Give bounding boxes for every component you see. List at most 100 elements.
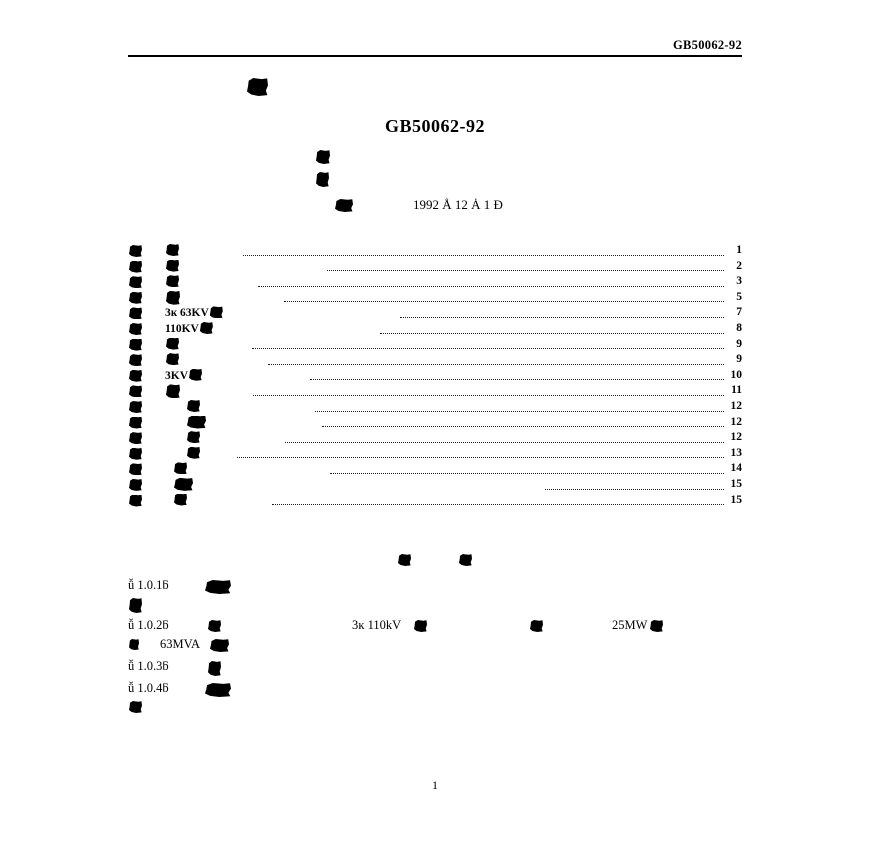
- toc-row: 12: [128, 399, 742, 415]
- dot-leader: [330, 472, 724, 474]
- garbled-glyph: [129, 291, 142, 304]
- toc-page-number: 9: [736, 337, 742, 350]
- article-label: ǚ 1.0.4ƃ: [128, 681, 169, 695]
- garbled-glyph: [129, 416, 142, 429]
- dot-leader: [285, 441, 724, 443]
- garbled-glyph: [205, 683, 231, 697]
- garbled-glyph: [174, 477, 193, 491]
- toc-row: 15: [128, 477, 742, 493]
- article-label: ǚ 1.0.2ƃ: [128, 618, 169, 632]
- toc-row: 110KV 8: [128, 321, 742, 337]
- dot-leader: [400, 316, 724, 318]
- garbled-glyph: [129, 463, 142, 476]
- article-label: ǚ 1.0.3ƃ: [128, 659, 169, 673]
- toc-row: 5: [128, 290, 742, 306]
- garbled-glyph: [129, 701, 142, 713]
- garbled-glyph: [166, 353, 179, 366]
- garbled-glyph: [199, 321, 213, 334]
- garbled-glyph: [459, 554, 472, 566]
- issue-date-text: 1992 Å 12 Ȧ 1 Ð: [413, 197, 503, 212]
- garbled-glyph: [187, 415, 206, 429]
- garbled-glyph: [187, 446, 200, 459]
- garbled-glyph: [208, 620, 221, 632]
- garbled-glyph: [129, 245, 142, 257]
- garbled-glyph: [187, 399, 200, 412]
- toc-page-number: 15: [730, 477, 743, 490]
- toc-row: 15: [128, 493, 742, 509]
- toc-page-number: 9: [736, 353, 742, 366]
- garbled-glyph: [166, 244, 179, 256]
- article-label: ǚ 1.0.1ƃ: [128, 578, 169, 592]
- toc-page-number: 14: [730, 462, 743, 475]
- dot-leader: [253, 394, 724, 396]
- garbled-glyph: [129, 385, 142, 398]
- dot-leader: [322, 426, 724, 428]
- capacity-mva-text: 63MVA: [160, 637, 201, 651]
- table-of-contents: 1 2 3 5 3ĸ 63KV 7: [128, 243, 742, 508]
- dot-leader: [237, 457, 724, 459]
- garbled-glyph: [316, 150, 330, 164]
- garbled-glyph: [174, 462, 187, 475]
- capacity-mw-text: 25MW: [612, 618, 648, 632]
- toc-page-number: 5: [736, 290, 742, 303]
- garbled-glyph: [208, 661, 221, 676]
- toc-page-number: 10: [730, 368, 743, 381]
- garbled-glyph: [129, 432, 142, 445]
- toc-entry-text: 110KV: [165, 322, 199, 335]
- dot-leader: [272, 504, 724, 506]
- garbled-glyph: [166, 384, 180, 399]
- garbled-glyph: [129, 447, 142, 460]
- garbled-glyph: [129, 338, 142, 351]
- dot-leader: [545, 488, 724, 490]
- garbled-glyph: [129, 369, 142, 382]
- garbled-glyph: [129, 276, 142, 289]
- garbled-glyph: [650, 620, 663, 632]
- dot-leader: [252, 348, 724, 350]
- toc-row: 1: [128, 243, 742, 259]
- garbled-glyph: [129, 322, 142, 335]
- toc-page-number: 7: [736, 306, 742, 319]
- garbled-glyph: [129, 598, 142, 613]
- garbled-glyph: [414, 620, 427, 632]
- garbled-glyph: [247, 78, 268, 96]
- toc-entry-text: 3ĸ 63KV: [165, 307, 209, 320]
- garbled-glyph: [205, 580, 231, 594]
- section-heading: [0, 553, 870, 571]
- toc-page-number: 1: [736, 244, 742, 256]
- garbled-glyph: [187, 431, 200, 444]
- dot-leader: [380, 332, 724, 334]
- garbled-glyph: [316, 172, 329, 187]
- toc-row: 12: [128, 415, 742, 431]
- header-rule: [128, 55, 742, 57]
- dot-leader: [327, 270, 724, 272]
- toc-page-number: 11: [731, 384, 742, 397]
- garbled-glyph: [129, 400, 142, 413]
- toc-row: 3ĸ 63KV 7: [128, 305, 742, 321]
- toc-page-number: 12: [730, 431, 743, 444]
- document-title: GB50062-92: [384, 116, 485, 136]
- toc-page-number: 8: [736, 321, 742, 334]
- toc-page-number: 3: [736, 275, 742, 288]
- garbled-glyph: [209, 306, 223, 319]
- garbled-glyph: [129, 260, 142, 273]
- garbled-glyph: [189, 368, 202, 381]
- header-doc-ref: GB50062-92: [673, 38, 742, 52]
- dot-leader: [310, 379, 724, 381]
- toc-page-number: 13: [730, 446, 743, 459]
- garbled-glyph: [210, 639, 229, 652]
- toc-page-number: 2: [736, 259, 742, 272]
- toc-row: 12: [128, 430, 742, 446]
- toc-row: 9: [128, 337, 742, 353]
- toc-row: 3: [128, 274, 742, 290]
- toc-page-number: 15: [730, 493, 743, 506]
- dot-leader: [284, 301, 724, 303]
- toc-row: 14: [128, 461, 742, 477]
- toc-page-number: 12: [730, 399, 743, 412]
- garbled-glyph: [166, 290, 180, 305]
- garbled-glyph: [174, 493, 187, 506]
- toc-row: 9: [128, 352, 742, 368]
- voltage-range-text: 3ĸ 110kV: [352, 618, 402, 632]
- toc-entry-text: 3KV: [165, 369, 188, 382]
- garbled-glyph: [129, 639, 139, 650]
- toc-page-number: 12: [730, 415, 743, 428]
